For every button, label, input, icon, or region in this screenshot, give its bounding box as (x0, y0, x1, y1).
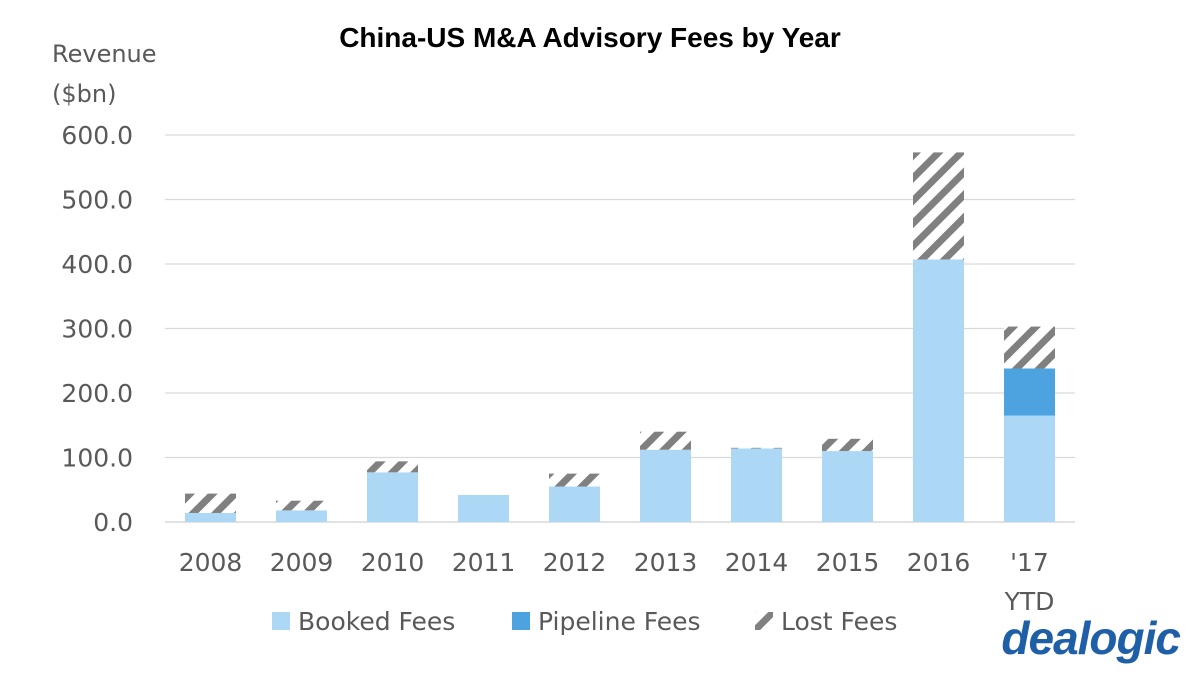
legend-label-pipeline: Pipeline Fees (538, 607, 701, 636)
bar-booked-2009 (276, 510, 327, 522)
bar-lost-17-YTD (1004, 326, 1055, 369)
bar-lost-2012 (549, 473, 600, 487)
bar-booked-2015 (822, 451, 873, 522)
y-tick-label: 100.0 (61, 444, 133, 473)
y-tick-label: 500.0 (61, 186, 133, 215)
y-axis-ticks: 0.0 100.0 200.0 300.0 400.0 500.0 600.0 (61, 121, 133, 537)
bar-booked-17-YTD (1004, 415, 1055, 522)
x-tick-label: 2012 (543, 548, 607, 577)
x-tick-label: 2014 (725, 548, 789, 577)
x-tick-label: 2009 (270, 548, 334, 577)
dealogic-logo: dealogic (1001, 612, 1180, 664)
bar-lost-2013 (640, 431, 691, 450)
y-tick-label: 300.0 (61, 315, 133, 344)
bar-booked-2016 (913, 259, 964, 522)
x-tick-label: 2011 (452, 548, 516, 577)
x-tick-label: 2013 (634, 548, 698, 577)
y-tick-label: 600.0 (61, 121, 133, 150)
bar-booked-2014 (731, 448, 782, 522)
bar-lost-2008 (185, 493, 236, 513)
x-tick-label: 2015 (816, 548, 880, 577)
bar-lost-2010 (367, 461, 418, 473)
x-tick-label: 2016 (907, 548, 971, 577)
bar-lost-2009 (276, 500, 327, 511)
bar-pipeline-17-YTD (1004, 368, 1055, 416)
legend: Booked Fees Pipeline Fees Lost Fees (272, 607, 897, 636)
bar-booked-2012 (549, 486, 600, 522)
legend-label-booked: Booked Fees (298, 607, 455, 636)
legend-label-lost: Lost Fees (781, 607, 897, 636)
bar-booked-2013 (640, 449, 691, 522)
bar-lost-2014 (731, 447, 782, 449)
legend-swatch-booked (272, 612, 290, 630)
bar-lost-2016 (913, 152, 964, 260)
y-tick-label: 400.0 (61, 250, 133, 279)
bars (185, 152, 1055, 522)
chart-title: China-US M&A Advisory Fees by Year (339, 22, 841, 53)
legend-swatch-lost (755, 612, 773, 630)
legend-swatch-pipeline (512, 612, 530, 630)
y-tick-label: 0.0 (93, 508, 133, 537)
bar-lost-2015 (822, 438, 873, 452)
bar-booked-2011 (458, 494, 509, 522)
x-tick-label: YTD (1004, 587, 1055, 616)
bar-booked-2010 (367, 472, 418, 522)
x-tick-label: 2008 (179, 548, 243, 577)
x-tick-label: '17 (1010, 548, 1049, 577)
x-axis-ticks: 2008 2009 2010 2011 2012 2013 2014 2015 2016 '17 Y… (179, 548, 1055, 616)
y-tick-label: 200.0 (61, 379, 133, 408)
y-axis-label-line-2: ($bn) (52, 80, 116, 108)
y-axis-label-line-1: Revenue (52, 40, 157, 68)
x-tick-label: 2010 (361, 548, 425, 577)
bar-booked-2008 (185, 512, 236, 522)
